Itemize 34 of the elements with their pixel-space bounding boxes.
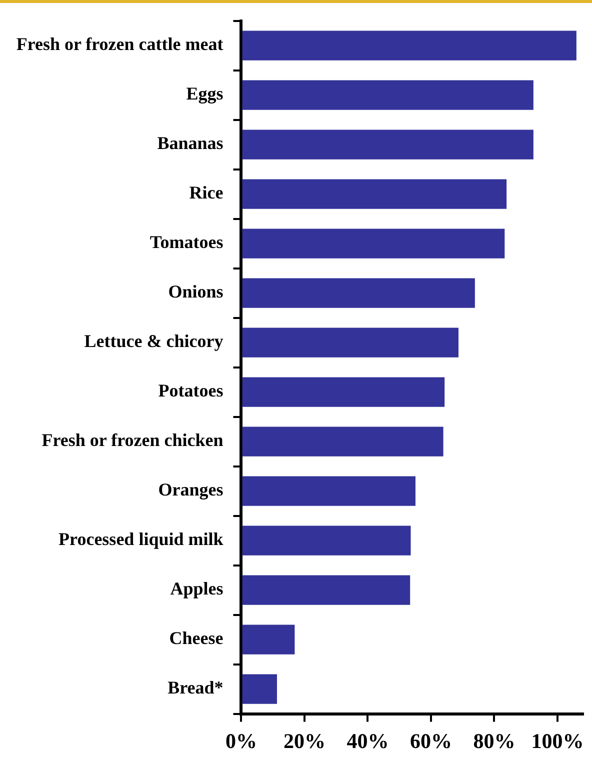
- y-tick-label: Bread*: [168, 678, 224, 698]
- bar: [242, 426, 444, 456]
- y-tick-label: Tomatoes: [150, 232, 224, 252]
- y-tick-label: Onions: [168, 282, 224, 302]
- bar: [242, 624, 295, 654]
- x-tick-label: 60%: [410, 728, 452, 753]
- y-tick-label: Oranges: [158, 480, 224, 500]
- y-tick-label: Rice: [189, 182, 224, 203]
- bar: [242, 476, 416, 506]
- x-tick-label: 100%: [531, 728, 584, 753]
- x-tick-label: 0%: [225, 728, 257, 753]
- bar: [242, 179, 507, 209]
- bar: [242, 674, 277, 704]
- y-tick-label: Fresh or frozen chicken: [42, 430, 224, 450]
- bar: [242, 130, 534, 160]
- bar: [242, 575, 410, 605]
- bar: [242, 377, 445, 407]
- y-tick-label: Fresh or frozen cattle meat: [16, 34, 224, 54]
- x-tick-label: 80%: [473, 728, 516, 753]
- bar: [242, 228, 505, 258]
- y-tick-label: Eggs: [186, 84, 224, 104]
- y-tick-label: Lettuce & chicory: [84, 331, 224, 352]
- y-tick-label: Bananas: [157, 133, 224, 154]
- bar: [242, 328, 458, 358]
- y-tick-label: Apples: [170, 578, 224, 599]
- bar: [242, 278, 475, 308]
- x-tick-label: 20%: [283, 728, 326, 753]
- bar: [242, 526, 411, 556]
- y-tick-label: Cheese: [169, 628, 224, 648]
- y-tick-label: Potatoes: [158, 380, 224, 401]
- x-tick-label: 40%: [346, 728, 389, 753]
- y-tick-label: Processed liquid milk: [58, 529, 224, 550]
- bar: [242, 30, 576, 60]
- bar: [242, 80, 534, 110]
